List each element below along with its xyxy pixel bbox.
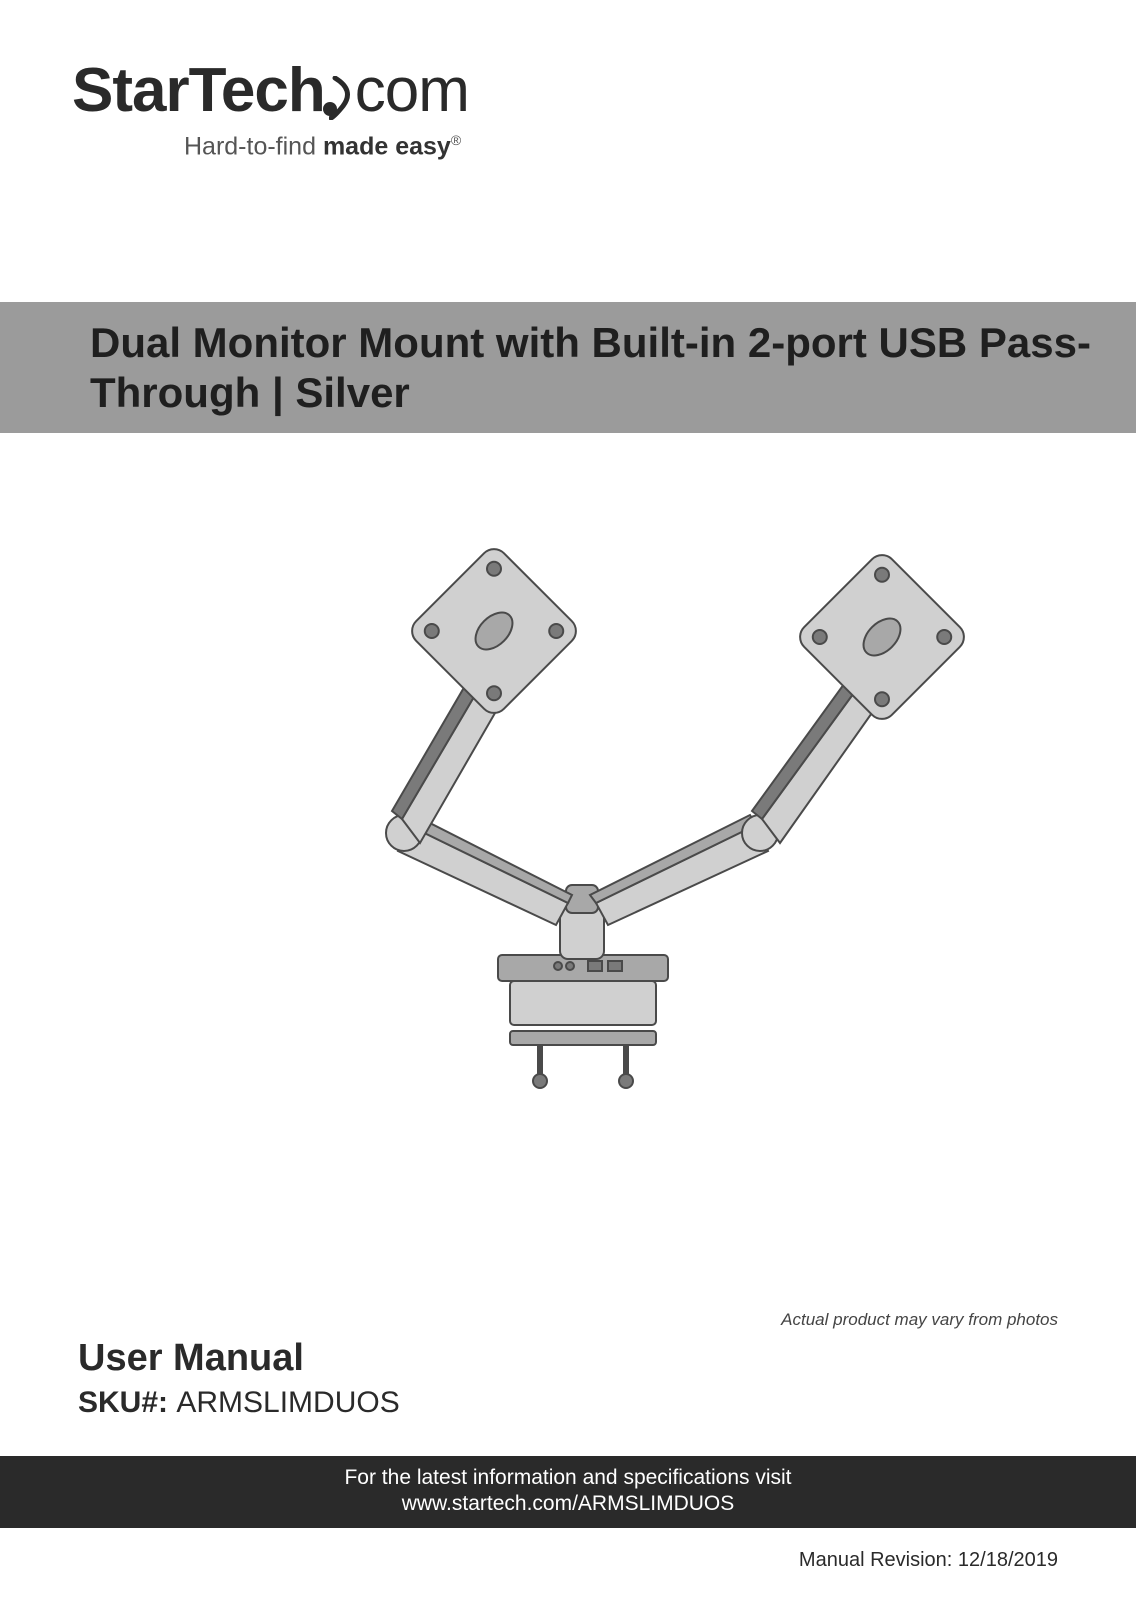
- product-title: Dual Monitor Mount with Built-in 2-port …: [90, 318, 1136, 417]
- brand-name-part1: StarTech: [72, 55, 325, 126]
- brand-logo: StarTech com Hard-to-find made easy®: [72, 55, 469, 161]
- product-illustration: [158, 455, 978, 1095]
- footer-line1: For the latest information and specifica…: [0, 1466, 1136, 1490]
- brand-wordmark: StarTech com: [72, 55, 469, 126]
- manual-revision: Manual Revision: 12/18/2019: [799, 1549, 1058, 1572]
- revision-date: 12/18/2019: [958, 1549, 1058, 1571]
- sku-value: ARMSLIMDUOS: [176, 1386, 399, 1419]
- manual-heading-block: User Manual SKU#: ARMSLIMDUOS: [78, 1337, 400, 1420]
- tagline-prefix: Hard-to-find: [184, 132, 323, 160]
- sku-line: SKU#: ARMSLIMDUOS: [78, 1386, 400, 1420]
- product-title-banner: Dual Monitor Mount with Built-in 2-port …: [0, 302, 1136, 433]
- revision-label: Manual Revision:: [799, 1549, 958, 1571]
- manual-cover-page: StarTech com Hard-to-find made easy® Dua…: [0, 0, 1136, 1600]
- brand-name-part2: com: [355, 55, 469, 126]
- photo-disclaimer: Actual product may vary from photos: [781, 1310, 1058, 1330]
- brand-tagline: Hard-to-find made easy®: [184, 132, 469, 161]
- product-image-area: [0, 450, 1136, 1100]
- tagline-bold: made easy: [323, 132, 451, 160]
- footer-url: www.startech.com/ARMSLIMDUOS: [0, 1492, 1136, 1516]
- sku-label: SKU#:: [78, 1386, 176, 1419]
- user-manual-heading: User Manual: [78, 1337, 400, 1380]
- footer-banner: For the latest information and specifica…: [0, 1456, 1136, 1528]
- registered-mark-icon: ®: [451, 132, 461, 148]
